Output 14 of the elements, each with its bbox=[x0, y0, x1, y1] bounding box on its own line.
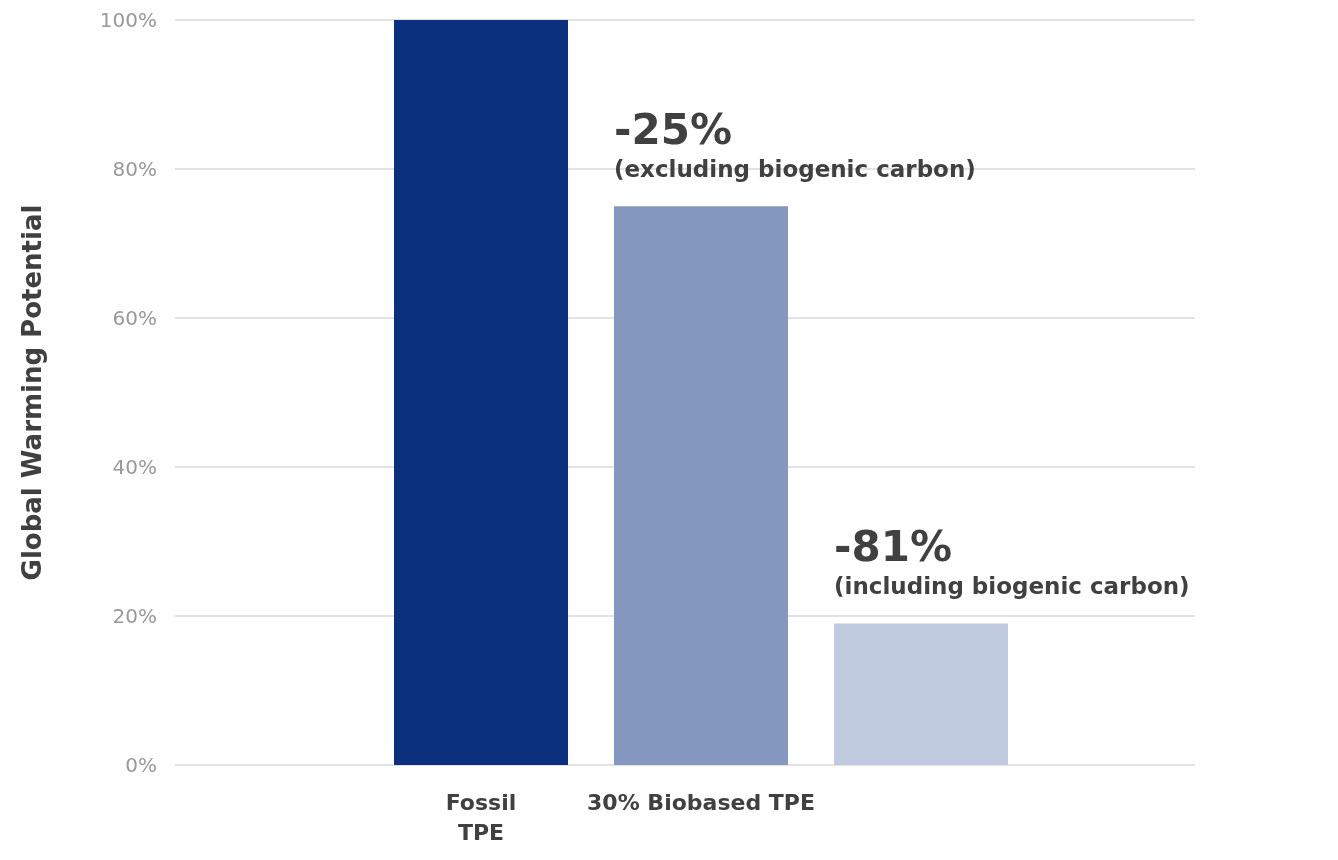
bar bbox=[394, 20, 568, 765]
bar bbox=[834, 623, 1008, 765]
y-tick-label: 40% bbox=[112, 455, 157, 479]
bar bbox=[614, 206, 788, 765]
y-tick-label: 100% bbox=[99, 8, 157, 32]
y-tick-label: 20% bbox=[112, 604, 157, 628]
x-tick-label: Fossil TPE bbox=[445, 789, 517, 845]
y-tick-label: 80% bbox=[112, 157, 157, 181]
annotation: -25% (excluding biogenic carbon) bbox=[614, 104, 976, 183]
annotation: -81% (including biogenic carbon) bbox=[834, 521, 1190, 600]
y-axis-title: Global Warming Potential bbox=[17, 204, 47, 581]
x-tick-label: 30% Biobased TPE bbox=[587, 789, 815, 815]
y-tick-label: 0% bbox=[125, 753, 157, 777]
y-tick-label: 60% bbox=[112, 306, 157, 330]
